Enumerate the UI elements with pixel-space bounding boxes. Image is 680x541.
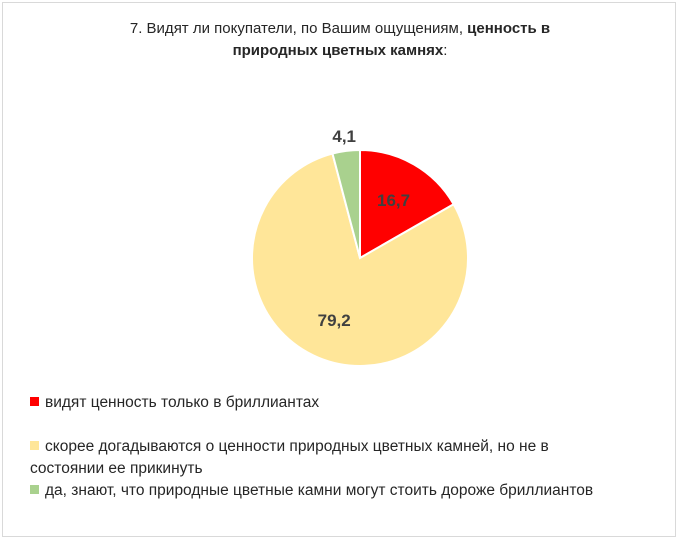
pie-slice-2 bbox=[251, 152, 469, 367]
pie-slice-3 bbox=[331, 148, 361, 259]
pie-data-label-1: 16,7 bbox=[377, 191, 410, 210]
chart-title: 7. Видят ли покупатели, по Вашим ощущени… bbox=[3, 18, 677, 62]
legend-label-1: видят ценность только в бриллиантах bbox=[45, 394, 320, 411]
title-tail: : bbox=[443, 42, 448, 59]
pie-slices bbox=[251, 148, 469, 367]
pie-data-label-3: 4,1 bbox=[332, 127, 356, 146]
pie-data-label-2: 79,2 bbox=[318, 311, 351, 330]
legend-item-2: скорее догадываются о ценности природных… bbox=[30, 436, 549, 480]
legend-label-2-line-2: состоянии ее прикинуть bbox=[30, 460, 203, 477]
pie-slice-1 bbox=[359, 148, 456, 260]
legend-item-1: видят ценность только в бриллиантах bbox=[30, 392, 319, 414]
legend-item-3: да, знают, что природные цветные камни м… bbox=[30, 480, 593, 502]
title-normal: 7. Видят ли покупатели, по Вашим ощущени… bbox=[129, 20, 468, 37]
legend-swatch-2 bbox=[30, 441, 39, 450]
title-bold-1: ценность в bbox=[467, 20, 551, 37]
title-bold-2: природных цветных камнях bbox=[232, 42, 444, 59]
legend-swatch-1 bbox=[30, 397, 39, 406]
legend-label-3: да, знают, что природные цветные камни м… bbox=[45, 482, 594, 499]
legend-swatch-3 bbox=[30, 485, 39, 494]
pie-data-labels: 16,7 79,2 4,1 bbox=[318, 127, 410, 330]
legend-label-2: скорее догадываются о ценности природных… bbox=[45, 438, 549, 455]
